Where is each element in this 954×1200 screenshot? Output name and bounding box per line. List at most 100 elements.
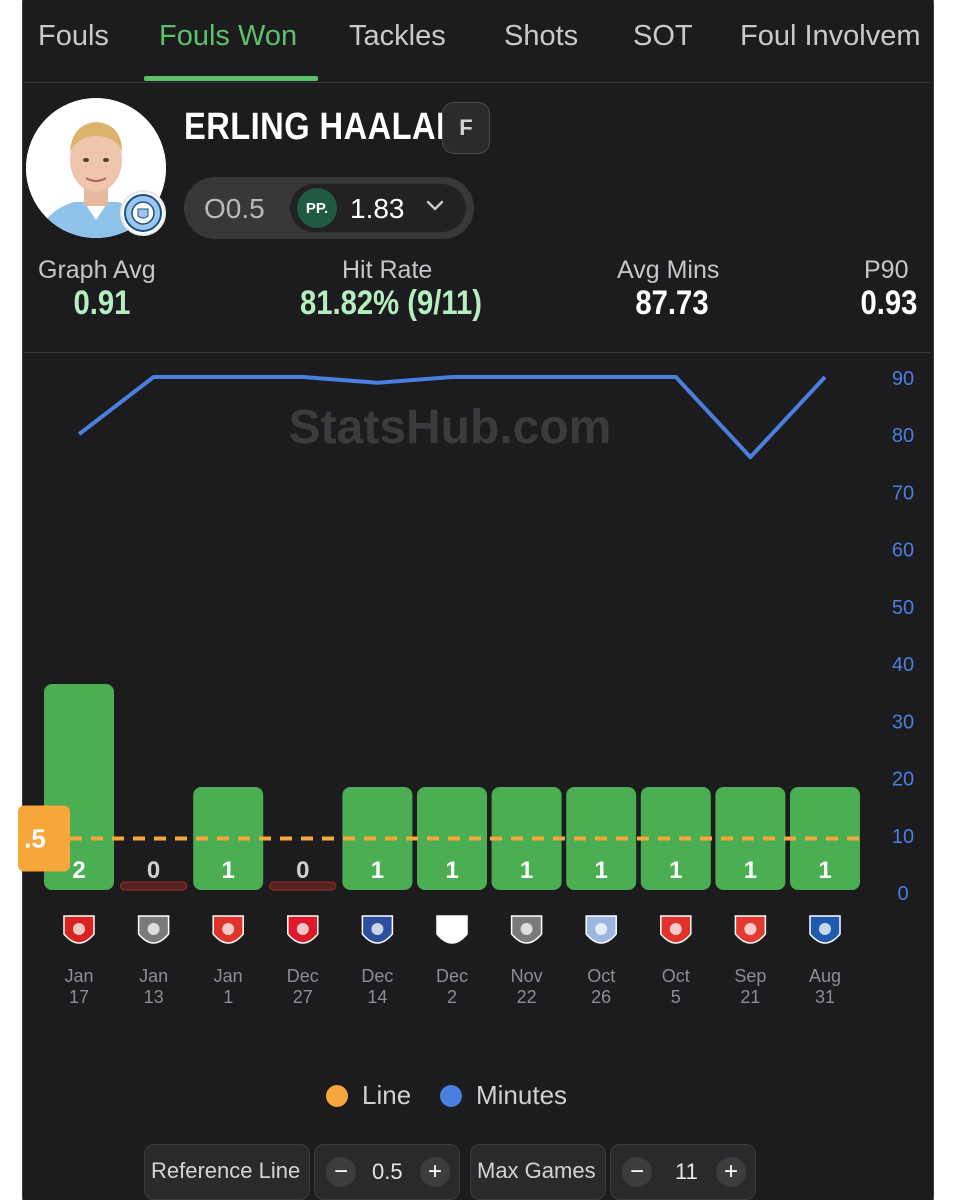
reference-line-tag [18,805,70,872]
crest-emblem [819,923,831,935]
bar-zero [269,881,337,891]
date-day-label: 27 [293,987,313,1007]
divider [24,352,930,353]
max-games-plus-button[interactable]: + [716,1157,746,1187]
bar [491,787,562,890]
date-month-label: Oct [587,966,615,986]
reference-line-tag-label: .5 [24,824,46,854]
date-day-label: 21 [740,987,760,1007]
p90-label: P90 [864,256,909,284]
date-day-label: 5 [671,987,681,1007]
tab-fouls-won[interactable]: Fouls Won [159,20,298,52]
bar-value-label: 1 [595,857,608,884]
minutes-axis-tick: 50 [892,597,914,619]
crest-emblem [222,923,235,935]
tab-fouls[interactable]: Fouls [38,20,109,52]
date-month-label: Sep [734,966,766,986]
date-day-label: 26 [591,987,611,1007]
tab-tackles[interactable]: Tackles [349,20,446,52]
date-day-label: 17 [69,987,89,1007]
bar-value-label: 1 [818,857,831,884]
date-day-label: 14 [367,987,387,1007]
tab-sot[interactable]: SOT [633,20,693,52]
date-day-label: 31 [815,987,835,1007]
max-games-value: 11 [675,1159,698,1184]
legend-minutes: Minutes [440,1080,567,1111]
date-month-label: Dec [287,966,319,986]
hit-rate-label: Hit Rate [342,256,433,284]
bar-value-label: 1 [669,857,682,884]
max-games-minus-button[interactable]: − [622,1157,652,1187]
date-labels: Jan17Jan13Jan1Dec27Dec14Dec2Nov22Oct26Oc… [64,966,841,1007]
prizepicks-logo-icon: PP. [297,188,337,228]
avg-mins-label: Avg Mins [617,256,720,284]
bar [640,787,711,890]
chevron-down-icon[interactable] [424,194,446,216]
reference-line-label: Reference Line [151,1158,301,1183]
bar-zero [119,881,188,891]
date-month-label: Dec [361,966,393,986]
line-value: O0.5 [204,193,265,224]
minutes-axis-tick: 0 [897,883,908,905]
minutes-legend-dot [440,1084,462,1107]
crest-emblem [744,923,757,935]
bar [342,787,413,890]
tab-shots[interactable]: Shots [504,20,579,52]
minutes-series [77,375,827,460]
watermark: StatsHub.com [289,401,612,454]
graph-avg-value: 0.91 [73,284,131,322]
bars: 2 0 1 0 1 1 1 1 1 1 1 [44,684,860,891]
bar-value-label: 1 [445,857,458,884]
reference-line-minus-button[interactable]: − [326,1157,356,1187]
bar-value-label: 2 [72,857,85,884]
crest-emblem [371,923,384,935]
crest-emblem [147,923,160,935]
bar-value-label: 1 [222,857,235,884]
stat-tabs: Fouls Fouls Won Tackles Shots SOT Foul I… [0,0,930,82]
minutes-axis-tick: 60 [892,540,914,562]
date-month-label: Jan [64,966,93,986]
bar-value-label: 1 [371,857,384,884]
reference-line-plus-button[interactable]: + [420,1157,450,1187]
minutes-axis: 0 10 20 30 40 50 60 70 80 90 [892,368,914,905]
graph-avg-label: Graph Avg [38,256,156,284]
minutes-axis-tick: 80 [892,425,914,447]
p90-value: 0.93 [860,284,918,322]
crest-emblem [446,923,458,935]
divider [24,82,930,83]
date-day-label: 2 [447,987,457,1007]
bar-value-label: 0 [296,857,309,884]
crest-emblem [296,923,309,935]
opponent-crests [63,915,841,944]
minutes-axis-tick: 30 [892,711,914,733]
reference-line-value: 0.5 [372,1159,403,1184]
date-month-label: Jan [214,966,243,986]
date-month-label: Aug [809,966,841,986]
crest-emblem [520,923,533,935]
minutes-axis-tick: 40 [892,654,914,676]
date-day-label: 1 [223,987,233,1007]
legend-minutes-label: Minutes [476,1080,568,1110]
bar-value-label: 1 [520,857,533,884]
tab-foul-involvement[interactable]: Foul Involvem [740,20,921,52]
date-day-label: 22 [517,987,537,1007]
minutes-axis-tick: 20 [892,769,914,791]
bar [790,787,860,890]
avg-mins-value: 87.73 [635,284,709,322]
legend-line-label: Line [362,1080,412,1110]
player-name: ERLING HAALAND [184,106,485,148]
date-month-label: Dec [436,966,468,986]
date-month-label: Oct [662,966,690,986]
stats-card [22,0,934,1200]
odds-value: 1.83 [350,193,405,224]
minutes-axis-tick: 70 [892,482,914,504]
reference-line: .5 [18,805,860,872]
minutes-axis-tick: 90 [892,368,914,390]
position-badge: F [442,102,490,154]
club-crest-icon [120,190,166,236]
legend-line: Line [326,1080,411,1111]
active-tab-indicator [144,76,318,81]
crest-emblem [595,923,608,935]
crest-emblem [669,923,682,935]
crest-emblem [73,923,85,935]
